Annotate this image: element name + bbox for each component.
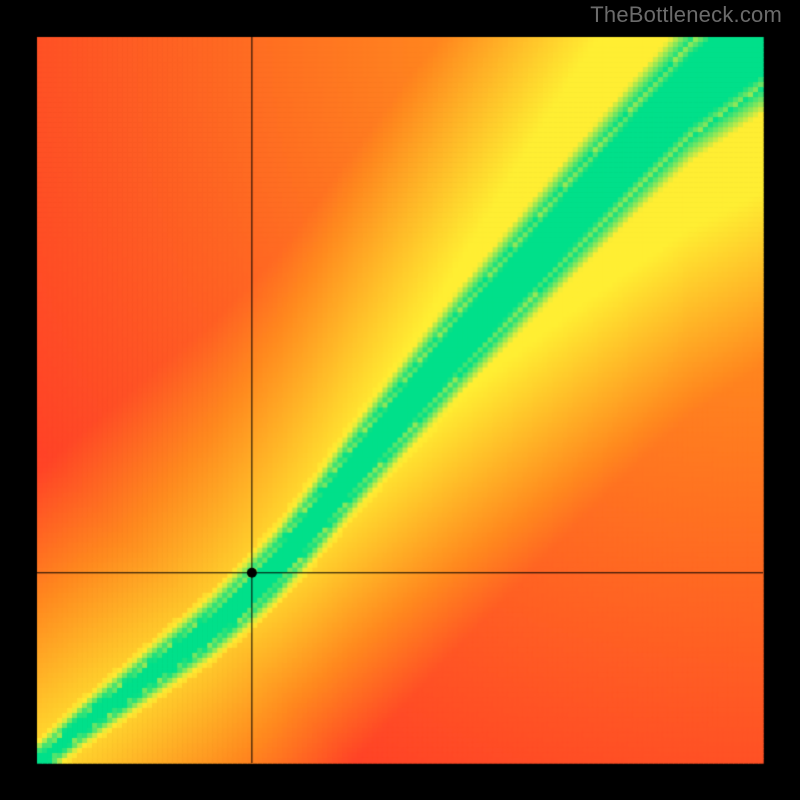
watermark-text: TheBottleneck.com xyxy=(590,2,782,28)
chart-container: TheBottleneck.com xyxy=(0,0,800,800)
bottleneck-heatmap-canvas xyxy=(0,0,800,800)
